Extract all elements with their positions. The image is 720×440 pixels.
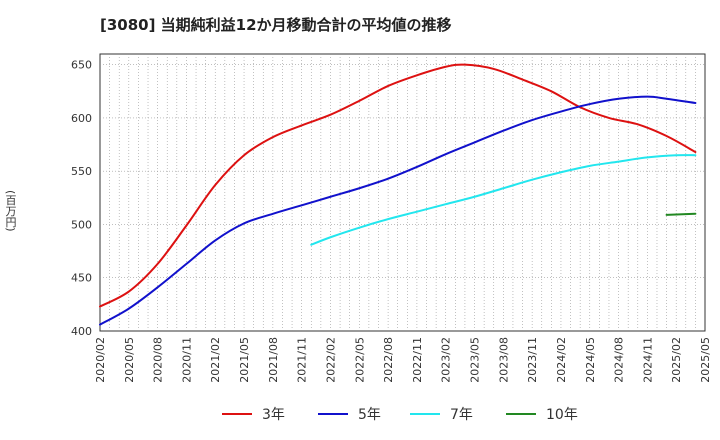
x-tick-label: 2023/02 bbox=[440, 337, 453, 383]
series-line-3年 bbox=[99, 63, 697, 308]
x-tick-label: 2022/05 bbox=[353, 337, 366, 383]
x-tick-label: 2023/08 bbox=[497, 337, 510, 383]
x-tick-label: 2022/11 bbox=[411, 337, 424, 383]
legend-label: 3年 bbox=[262, 407, 285, 423]
x-tick-label: 2025/05 bbox=[699, 337, 712, 383]
chart-title: [3080] 当期純利益12か月移動合計の平均値の推移 bbox=[100, 16, 452, 34]
x-tick-label: 2020/11 bbox=[180, 337, 193, 383]
y-tick-label: 650 bbox=[71, 59, 92, 72]
x-tick-label: 2024/02 bbox=[555, 337, 568, 383]
plot-area bbox=[99, 53, 706, 332]
x-tick-label: 2023/11 bbox=[526, 337, 539, 383]
x-tick-label: 2020/02 bbox=[94, 337, 107, 383]
x-tick-label: 2024/11 bbox=[641, 337, 654, 383]
x-tick-label: 2024/05 bbox=[584, 337, 597, 383]
x-tick-label: 2023/05 bbox=[469, 337, 482, 383]
x-tick-labels: 2020/02 2020/05 2020/08 2020/11 2021/02 2021/… bbox=[94, 337, 712, 383]
series-lines bbox=[99, 63, 697, 326]
legend-label: 7年 bbox=[450, 407, 473, 423]
y-tick-label: 600 bbox=[71, 112, 92, 125]
legend: 3年 5年 7年 10年 bbox=[222, 407, 578, 423]
legend-label: 5年 bbox=[358, 407, 381, 423]
x-tick-label: 2022/02 bbox=[324, 337, 337, 383]
x-tick-label: 2021/08 bbox=[267, 337, 280, 383]
series-line-5年 bbox=[99, 95, 697, 326]
x-tick-label: 2025/02 bbox=[670, 337, 683, 383]
x-tick-label: 2021/02 bbox=[209, 337, 222, 383]
series-line-7年 bbox=[310, 154, 697, 246]
x-tick-label: 2024/08 bbox=[613, 337, 626, 383]
series-line-10年 bbox=[665, 212, 697, 216]
y-tick-label: 450 bbox=[71, 272, 92, 285]
y-tick-label: 500 bbox=[71, 218, 92, 231]
x-tick-label: 2021/11 bbox=[296, 337, 309, 383]
y-axis-label: (百万円) bbox=[4, 190, 17, 232]
y-tick-label: 400 bbox=[71, 325, 92, 338]
y-tick-labels: 400 450 500 550 600 650 bbox=[71, 59, 92, 338]
y-tick-label: 550 bbox=[71, 165, 92, 178]
grid-lines bbox=[100, 54, 705, 331]
legend-label: 10年 bbox=[546, 407, 578, 423]
x-tick-label: 2022/08 bbox=[382, 337, 395, 383]
x-tick-label: 2020/05 bbox=[123, 337, 136, 383]
x-tick-label: 2020/08 bbox=[152, 337, 165, 383]
x-tick-label: 2021/05 bbox=[238, 337, 251, 383]
